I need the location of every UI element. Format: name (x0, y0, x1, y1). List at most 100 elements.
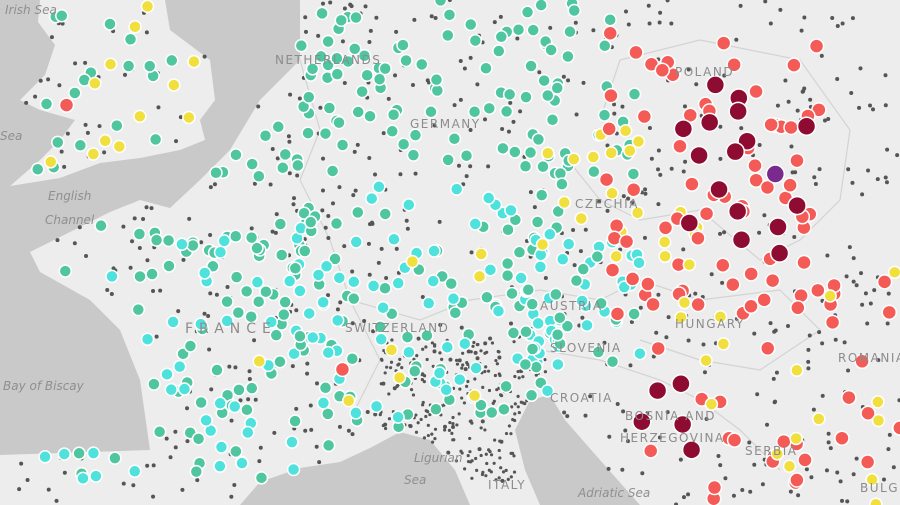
aqi-marker-fair[interactable] (213, 459, 227, 473)
aqi-marker-good[interactable] (497, 402, 511, 417)
aqi-marker-good[interactable] (121, 59, 136, 73)
station-dot[interactable] (891, 465, 896, 470)
aqi-marker-poor[interactable] (715, 35, 732, 51)
aqi-marker-fair[interactable] (376, 300, 390, 315)
station-dot[interactable] (528, 190, 533, 195)
station-dot[interactable] (450, 431, 454, 435)
aqi-marker-good[interactable] (569, 273, 584, 288)
aqi-marker-good[interactable] (468, 33, 483, 48)
aqi-marker-very-poor[interactable] (689, 145, 709, 166)
station-dot[interactable] (454, 358, 459, 362)
aqi-marker-good[interactable] (441, 28, 455, 43)
station-dot[interactable] (492, 20, 497, 25)
aqi-marker-good[interactable] (530, 215, 545, 229)
station-dot[interactable] (612, 102, 617, 107)
station-dot[interactable] (497, 355, 502, 360)
aqi-marker-fair[interactable] (306, 330, 320, 345)
station-dot[interactable] (77, 225, 82, 230)
aqi-marker-moderate[interactable] (467, 388, 482, 403)
aqi-marker-good[interactable] (165, 53, 179, 68)
station-dot[interactable] (498, 439, 502, 443)
aqi-marker-moderate[interactable] (86, 147, 101, 161)
aqi-marker-fair[interactable] (194, 317, 208, 331)
station-dot[interactable] (858, 66, 863, 71)
station-dot[interactable] (273, 230, 278, 235)
aqi-marker-good[interactable] (363, 109, 377, 123)
aqi-marker-good[interactable] (191, 432, 206, 446)
aqi-marker-good[interactable] (531, 132, 546, 147)
aqi-marker-fair[interactable] (555, 252, 570, 266)
aqi-marker-good[interactable] (288, 414, 302, 428)
station-dot[interactable] (443, 428, 447, 432)
aqi-marker-good[interactable] (245, 381, 259, 395)
station-dot[interactable] (591, 28, 596, 33)
station-dot[interactable] (287, 171, 292, 176)
station-dot[interactable] (446, 450, 451, 455)
station-dot[interactable] (419, 417, 423, 422)
station-dot[interactable] (59, 149, 64, 154)
station-dot[interactable] (620, 104, 625, 109)
aqi-marker-good[interactable] (500, 256, 515, 271)
station-dot[interactable] (102, 150, 107, 155)
station-dot[interactable] (247, 376, 252, 381)
aqi-marker-good[interactable] (183, 339, 198, 353)
station-dot[interactable] (326, 293, 331, 298)
aqi-marker-moderate[interactable] (631, 134, 646, 149)
aqi-marker-very-poor[interactable] (632, 411, 652, 432)
station-dot[interactable] (495, 362, 499, 366)
aqi-marker-poor[interactable] (892, 420, 900, 436)
station-dot[interactable] (574, 112, 579, 117)
station-dot[interactable] (512, 454, 516, 458)
station-dot[interactable] (731, 493, 736, 498)
station-dot[interactable] (868, 103, 873, 108)
station-dot[interactable] (768, 321, 773, 326)
station-dot[interactable] (640, 471, 645, 476)
aqi-marker-good[interactable] (273, 217, 288, 231)
station-dot[interactable] (508, 321, 513, 326)
aqi-marker-good[interactable] (209, 165, 223, 180)
aqi-marker-very-poor[interactable] (699, 112, 720, 133)
station-dot[interactable] (383, 426, 388, 431)
aqi-marker-poor[interactable] (763, 116, 779, 133)
station-dot[interactable] (786, 324, 791, 329)
aqi-marker-good[interactable] (406, 148, 421, 162)
aqi-marker-very-poor[interactable] (787, 195, 807, 216)
aqi-marker-fair[interactable] (446, 291, 461, 306)
aqi-marker-good[interactable] (72, 446, 86, 461)
station-dot[interactable] (208, 233, 213, 238)
station-dot[interactable] (813, 181, 818, 186)
station-dot[interactable] (817, 330, 822, 335)
station-dot[interactable] (326, 214, 331, 219)
station-dot[interactable] (378, 413, 382, 417)
station-dot[interactable] (498, 456, 502, 460)
aqi-marker-moderate[interactable] (677, 295, 692, 310)
station-dot[interactable] (469, 350, 473, 354)
aqi-marker-very-poor[interactable] (796, 116, 817, 137)
station-dot[interactable] (850, 180, 855, 185)
station-dot[interactable] (379, 357, 384, 361)
aqi-marker-poor[interactable] (756, 292, 772, 308)
aqi-marker-good[interactable] (133, 269, 147, 284)
station-dot[interactable] (658, 172, 663, 177)
aqi-marker-fair[interactable] (561, 237, 576, 251)
station-dot[interactable] (426, 423, 430, 427)
station-dot[interactable] (305, 371, 310, 376)
station-dot[interactable] (762, 213, 767, 218)
aqi-marker-good[interactable] (132, 227, 147, 241)
aqi-marker-fair[interactable] (287, 346, 301, 361)
aqi-marker-good[interactable] (94, 218, 108, 233)
aqi-marker-moderate[interactable] (103, 57, 118, 71)
station-dot[interactable] (365, 410, 370, 415)
aqi-marker-good[interactable] (424, 105, 438, 119)
aqi-marker-very-poor[interactable] (681, 440, 702, 460)
station-dot[interactable] (256, 104, 261, 109)
station-dot[interactable] (65, 131, 70, 136)
station-dot[interactable] (819, 53, 824, 58)
station-dot[interactable] (60, 21, 65, 26)
aqi-marker-poor[interactable] (789, 152, 805, 169)
station-dot[interactable] (534, 373, 538, 377)
station-dot[interactable] (795, 108, 800, 113)
aqi-marker-good[interactable] (505, 286, 519, 301)
station-dot[interactable] (405, 226, 410, 231)
station-dot[interactable] (854, 456, 859, 461)
